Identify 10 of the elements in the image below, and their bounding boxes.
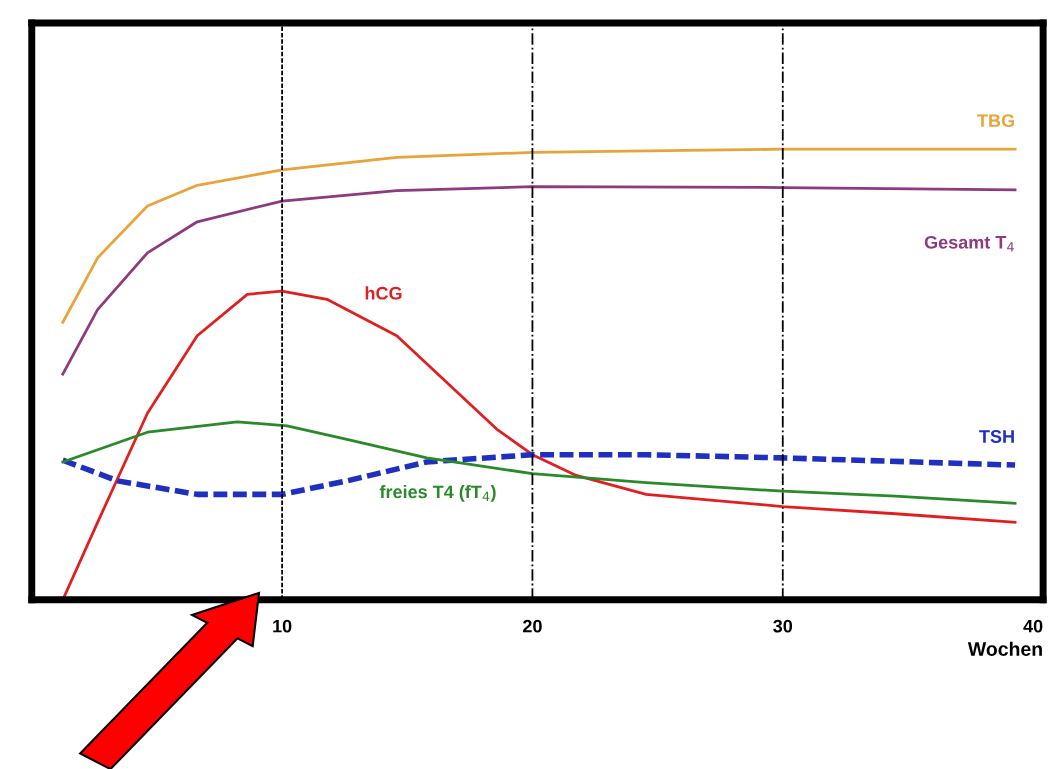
series-label: TSH (979, 430, 1014, 443)
x-axis-title: Wochen (967, 641, 1042, 656)
series-label: hCG (365, 286, 402, 300)
x-tick-label: 30 (773, 619, 793, 633)
x-tick-label: 20 (523, 619, 542, 633)
text: Gesamt T$_{4}$ (924, 235, 1014, 252)
series-label: freies T4 (fT$_{4}$) (379, 485, 496, 502)
series-label: TBG (977, 114, 1014, 128)
x-tick-label: 10 (273, 619, 292, 633)
x-tick-label: 40 (1023, 619, 1043, 633)
